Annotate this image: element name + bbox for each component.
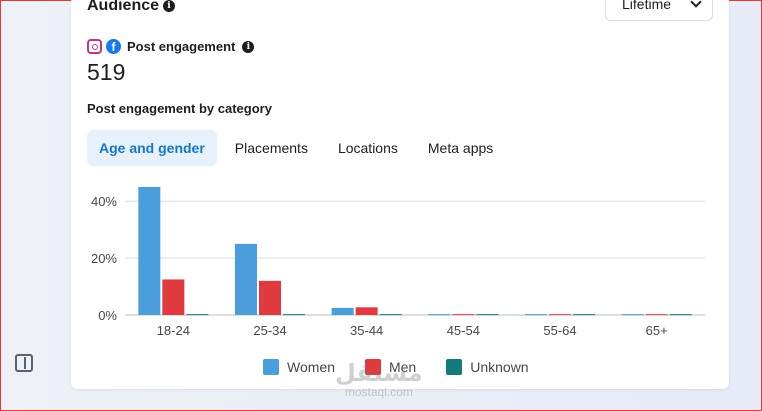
info-icon[interactable]: i [163,0,176,12]
x-tick-label: 45-54 [447,323,480,338]
bar-women-65+ [621,314,644,316]
watermark-text: مستقل [335,360,423,387]
tab-placements[interactable]: Placements [234,140,308,156]
legend-label-women: Women [287,359,335,375]
bar-men-35-44 [355,307,378,315]
chart-legend: Women Men Unknown [263,359,529,375]
bar-men-25-34 [259,280,281,315]
tab-age-and-gender[interactable]: Age and gender [87,130,217,166]
bar-unknown-35-44 [379,314,402,316]
chevron-down-icon [690,0,702,8]
audience-heading: Audience i [87,0,176,15]
engagement-bar-chart: 0% 20% 40% 18-24 25-34 35-44 45-54 55-64 65+ [91,187,705,338]
metric-value: 519 [87,59,126,85]
x-tick-label: 18-24 [157,323,190,338]
bar-unknown-18-24 [186,314,209,316]
x-tick-label: 65+ [646,323,668,338]
audience-title: Audience [87,0,160,14]
bar-men-55-64 [549,314,571,316]
bar-women-18-24 [138,187,161,315]
legend-item-unknown[interactable]: Unknown [446,359,529,375]
legend-swatch-men [364,359,381,375]
instagram-icon [87,39,102,54]
x-tick-label: 35-44 [350,323,383,338]
tab-meta-apps[interactable]: Meta apps [427,140,494,156]
watermark-domain: mostaql.com [344,385,413,399]
bar-men-45-54 [452,314,475,316]
period-select-value: Lifetime [622,0,672,12]
legend-item-women[interactable]: Women [263,359,335,375]
legend-label-men: Men [388,359,417,375]
period-select[interactable]: Lifetime [605,0,713,21]
category-tabs: Age and gender Placements Locations Meta… [87,130,505,166]
bar-women-55-64 [525,314,547,316]
y-tick-label: 40% [91,194,117,209]
bar-women-45-54 [428,314,451,316]
metric-label: Post engagement [127,39,236,54]
bar-women-25-34 [235,243,257,315]
legend-label-unknown: Unknown [470,359,529,375]
bar-unknown-25-34 [283,314,305,316]
bar-unknown-55-64 [573,314,595,316]
bar-men-18-24 [162,279,185,315]
legend-swatch-unknown [446,359,463,375]
legend-swatch-women [263,359,279,375]
y-tick-label: 0% [98,308,117,323]
x-tick-label: 55-64 [543,323,576,338]
audience-card: Audience i Lifetime f Post engagement i … [71,0,729,389]
panel-toggle-icon[interactable] [15,354,33,372]
bar-unknown-65+ [669,314,692,316]
metric-header: f Post engagement i [87,39,255,54]
bar-women-35-44 [331,307,354,315]
breakdown-heading: Post engagement by category [87,101,272,116]
y-tick-label: 20% [91,251,117,266]
bar-men-65+ [645,314,668,316]
facebook-icon: f [106,39,121,54]
x-tick-label: 25-34 [253,323,286,338]
info-icon[interactable]: i [242,40,255,53]
bar-unknown-45-54 [476,314,499,316]
tab-locations[interactable]: Locations [337,140,398,156]
legend-item-men[interactable]: Men [364,359,417,375]
watermark: مستقل mostaql.com [335,360,423,400]
